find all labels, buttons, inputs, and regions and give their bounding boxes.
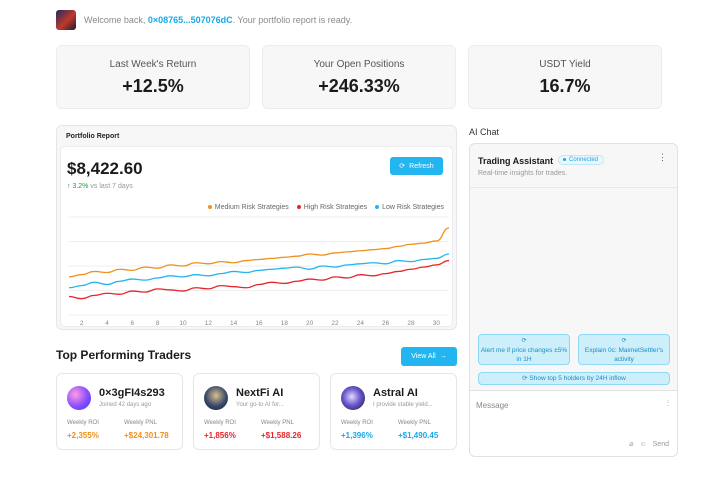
x-tick-label: 8 (156, 320, 160, 327)
composer-tools: ⌀ ☺ Send (629, 440, 669, 449)
x-tick-label: 26 (382, 320, 390, 327)
voice-icon[interactable]: ⫶ (667, 399, 669, 408)
x-tick-label: 24 (357, 320, 365, 327)
status-dot-icon (563, 157, 566, 161)
arrow-right-icon: → (439, 353, 447, 360)
refresh-button[interactable]: ⟳ Refresh (390, 157, 443, 175)
assistant-name: Trading Assistant (478, 156, 554, 166)
welcome-suffix: . Your portfolio report is ready. (232, 15, 353, 25)
ai-chat-panel: Trading Assistant Connected ⋮ Real-time … (469, 143, 678, 457)
stat-label: Your Open Positions (313, 59, 405, 70)
portfolio-line-chart: 2 4 6 8 10 12 14 16 18 20 22 24 26 28 30 (68, 216, 450, 327)
stat-value: +246.33% (318, 76, 400, 96)
trader-subtitle: Joined 42 days ago (99, 402, 152, 408)
pnl-label: Weekly PNL (398, 420, 431, 426)
message-composer: Message ⫶ ⌀ ☺ Send (470, 390, 677, 456)
send-button[interactable]: Send (652, 440, 669, 448)
arrow-up-icon: ↑ (67, 183, 71, 190)
suggestion-chip[interactable]: ⟳ Alert me if price changes ±5% in 1H (478, 334, 570, 365)
welcome-text: Welcome back, 0×08765...507076dC. Your p… (84, 15, 352, 25)
welcome-bar: Welcome back, 0×08765...507076dC. Your p… (56, 10, 352, 30)
series-line-low-risk-strategies (68, 253, 450, 289)
user-avatar[interactable] (56, 10, 76, 30)
attach-icon[interactable]: ⌀ (629, 441, 634, 448)
emoji-icon[interactable]: ☺ (639, 440, 647, 448)
refresh-label: Refresh (409, 162, 434, 170)
x-tick-label: 14 (230, 320, 238, 327)
trader-pnl: +$1,588.26 (261, 431, 302, 440)
x-tick-label: 28 (407, 320, 415, 327)
report-title: Portfolio Report (66, 133, 120, 140)
x-tick-label: 20 (306, 320, 314, 327)
stat-card-open-positions: Your Open Positions +246.33% (262, 45, 456, 109)
trader-pnl: +$24,301.78 (124, 431, 169, 440)
stat-label: Last Week's Return (109, 59, 197, 70)
legend-item-low: Low Risk Strategies (375, 204, 444, 211)
trader-roi: +1,856% (204, 431, 236, 440)
x-tick-label: 30 (433, 320, 441, 327)
view-all-button[interactable]: View All → (401, 347, 457, 366)
refresh-icon: ⟳ (399, 163, 406, 170)
stat-card-usdt-yield: USDT Yield 16.7% (468, 45, 662, 109)
trader-avatar (67, 386, 91, 410)
welcome-prefix: Welcome back, (84, 15, 148, 25)
ai-chat-title: AI Chat (469, 127, 500, 137)
portfolio-balance: $8,422.60 (67, 159, 143, 178)
x-tick-label: 18 (281, 320, 289, 327)
x-tick-label: 2 (80, 320, 84, 327)
message-input[interactable]: Message (476, 401, 509, 410)
trader-roi: +2,355% (67, 431, 99, 440)
trader-name: Astral AI (373, 387, 418, 399)
portfolio-report-card: Portfolio Report $8,422.60 ↑ 3.2% vs las… (56, 125, 457, 330)
chat-header: Trading Assistant Connected ⋮ Real-time … (470, 144, 677, 188)
x-tick-label: 10 (179, 320, 187, 327)
roi-label: Weekly ROI (67, 420, 99, 426)
balance-change: ↑ 3.2% vs last 7 days (67, 183, 133, 190)
x-tick-label: 22 (331, 320, 339, 327)
trader-card[interactable]: 0×3gFI4s293 Joined 42 days ago Weekly RO… (56, 373, 183, 450)
pnl-label: Weekly PNL (124, 420, 157, 426)
report-panel: $8,422.60 ↑ 3.2% vs last 7 days ⟳ Refres… (60, 146, 453, 327)
suggestion-chip[interactable]: ⟳ Show top 5 holders by 24H inflow (478, 372, 670, 385)
change-percent: 3.2% (72, 183, 89, 190)
assistant-subtitle: Real-time insights for trades. (478, 170, 568, 177)
trader-card[interactable]: Astral AI I provide stable yield... Week… (330, 373, 457, 450)
trader-subtitle: Your go-to AI for... (236, 402, 284, 408)
trader-pnl: +$1,490.45 (398, 431, 439, 440)
legend-item-high: High Risk Strategies (296, 204, 367, 211)
wallet-address[interactable]: 0×08765...507076dC (147, 15, 233, 25)
top-traders-title: Top Performing Traders (56, 348, 192, 362)
trader-card[interactable]: NextFi AI Your go-to AI for... Weekly RO… (193, 373, 320, 450)
x-tick-label: 16 (255, 320, 263, 327)
sparkle-icon: ⟳ (621, 338, 627, 344)
trader-roi: +1,396% (341, 431, 373, 440)
trader-name: NextFi AI (236, 387, 284, 399)
sparkle-icon: ⟳ (522, 375, 530, 382)
view-all-label: View All (411, 353, 436, 360)
status-badge: Connected (558, 155, 605, 165)
x-tick-label: 4 (105, 320, 109, 327)
roi-label: Weekly ROI (204, 420, 236, 426)
trader-avatar (341, 386, 365, 410)
suggestion-chip[interactable]: ⟳ Explain 0c: MaimetSettler's activity (578, 334, 670, 365)
stat-value: 16.7% (539, 76, 591, 96)
pnl-label: Weekly PNL (261, 420, 294, 426)
trader-subtitle: I provide stable yield... (373, 402, 433, 408)
change-note: vs last 7 days (90, 183, 133, 190)
series-line-medium-risk-strategies (68, 227, 450, 278)
stat-card-last-week-return: Last Week's Return +12.5% (56, 45, 250, 109)
trader-name: 0×3gFI4s293 (99, 387, 165, 399)
more-menu-icon[interactable]: ⋮ (658, 152, 667, 162)
sparkle-icon: ⟳ (521, 338, 527, 344)
stat-label: USDT Yield (539, 59, 591, 70)
series-line-high-risk-strategies (68, 259, 450, 300)
x-tick-label: 12 (205, 320, 213, 327)
roi-label: Weekly ROI (341, 420, 373, 426)
legend-item-medium: Medium Risk Strategies (207, 204, 289, 211)
x-tick-label: 6 (131, 320, 135, 327)
trader-avatar (204, 386, 228, 410)
stat-value: +12.5% (122, 76, 184, 96)
chart-legend: Medium Risk Strategies High Risk Strateg… (207, 204, 444, 211)
